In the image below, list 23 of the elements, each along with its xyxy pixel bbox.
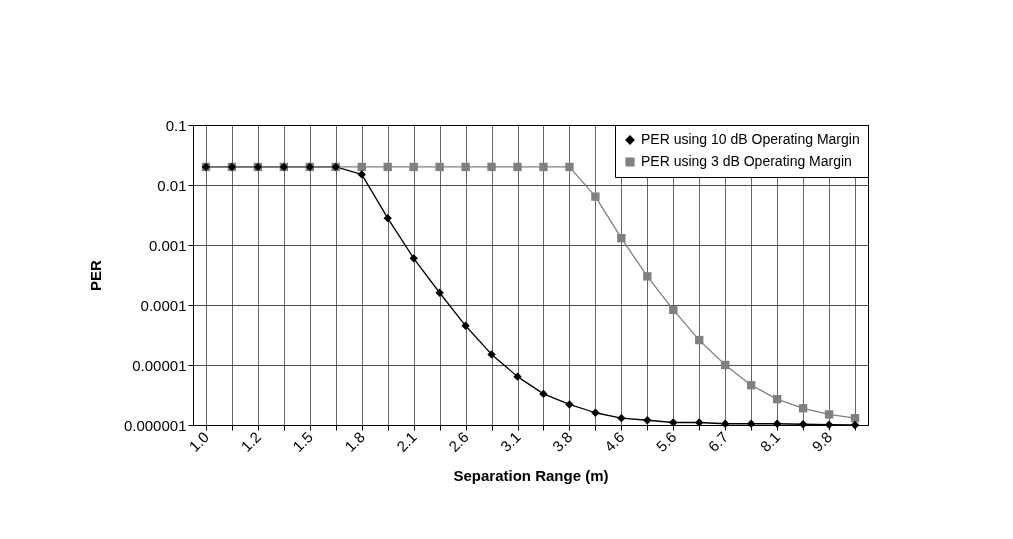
- legend-label: PER using 3 dB Operating Margin: [641, 153, 852, 169]
- x-tick-label: 8.1: [756, 428, 784, 455]
- x-tick-label: 5.6: [652, 428, 680, 455]
- y-tick-label: 0.1: [165, 116, 187, 134]
- y-tick-label: 0.01: [157, 176, 187, 194]
- x-tick-label: 3.1: [496, 428, 524, 455]
- x-tick-label: 6.7: [704, 428, 732, 455]
- y-tick-label: 0.0001: [140, 296, 187, 314]
- x-tick-label: 9.8: [808, 428, 836, 455]
- legend-label: PER using 10 dB Operating Margin: [641, 131, 860, 147]
- x-tick-label: 1.2: [237, 428, 265, 455]
- x-tick-label: 1.8: [341, 428, 368, 455]
- y-axis-title: PER: [86, 259, 104, 291]
- y-tick-label: 0.00001: [132, 356, 187, 374]
- y-tick-label: 0.001: [148, 236, 187, 254]
- x-tick-label: 1.0: [185, 428, 213, 455]
- x-tick-label: 2.1: [393, 428, 420, 455]
- x-tick-label: 3.8: [548, 428, 576, 455]
- x-axis-title: Separation Range (m): [453, 466, 609, 484]
- y-tick-label: 0.000001: [123, 416, 187, 434]
- x-tick-label: 2.6: [444, 428, 472, 455]
- x-tick-label: 4.6: [600, 428, 628, 455]
- x-tick-label: 1.5: [289, 428, 316, 455]
